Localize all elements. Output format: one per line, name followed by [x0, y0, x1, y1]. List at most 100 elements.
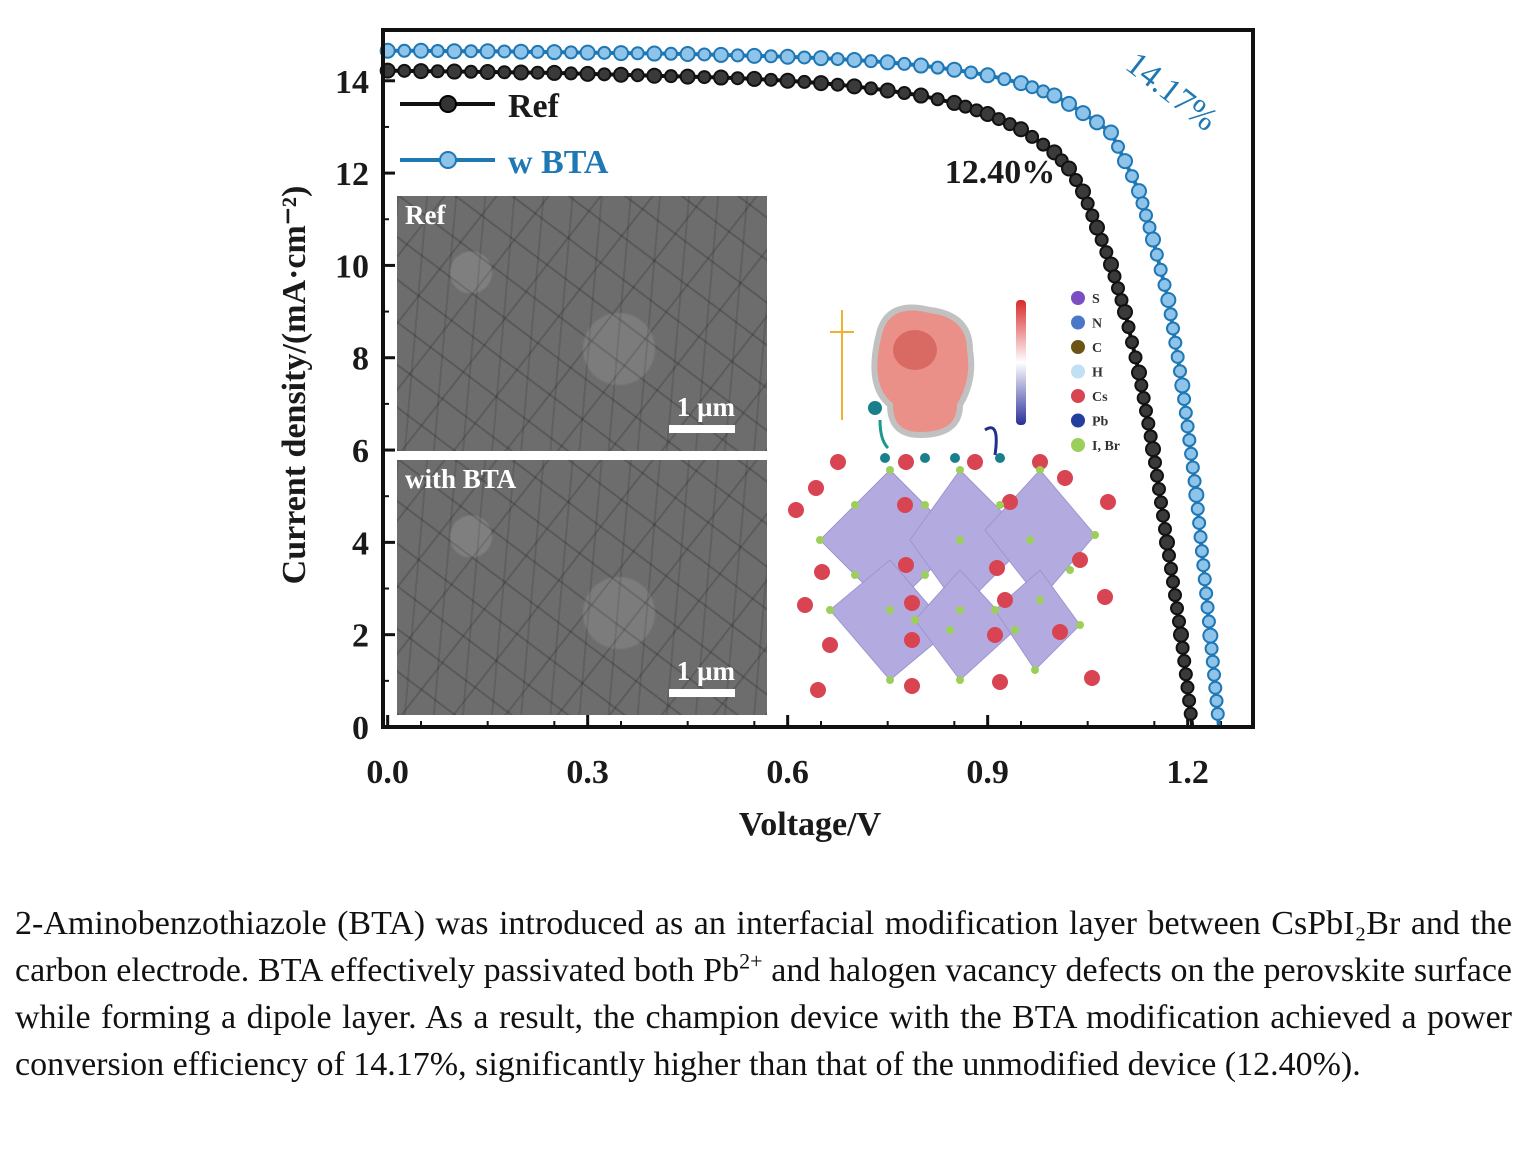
- curve-marker: [1204, 641, 1219, 656]
- y-tick-label: 6: [352, 433, 369, 470]
- cs-atom: [1100, 494, 1116, 510]
- atom-legend-label: Cs: [1092, 390, 1108, 405]
- data-point: [779, 72, 796, 89]
- data-point: [646, 67, 663, 84]
- halide-atom: [911, 616, 919, 624]
- data-point: [1089, 114, 1105, 131]
- y-tick-label: 10: [335, 248, 369, 285]
- sem-image-ref: Ref 1 µm: [397, 196, 767, 451]
- cs-atom: [808, 480, 824, 496]
- curve-marker: [1177, 392, 1192, 407]
- curve-marker: [1107, 269, 1122, 284]
- halide-atom: [1076, 621, 1084, 629]
- data-point: [779, 48, 796, 65]
- curve-marker: [797, 74, 812, 89]
- atom-legend-label: N: [1092, 317, 1102, 332]
- curve-marker: [1178, 405, 1193, 420]
- data-point: [713, 46, 729, 63]
- caption-text-2: and halogen vacancy defects on the perov…: [15, 952, 1512, 1083]
- cs-atom: [997, 592, 1013, 608]
- curve-marker: [564, 66, 578, 81]
- curve-marker: [1148, 455, 1162, 470]
- atom-legend-label: H: [1092, 366, 1103, 381]
- sem-label-bta: with BTA: [405, 464, 517, 494]
- data-point: [1061, 95, 1077, 112]
- halide-atom: [956, 466, 964, 474]
- data-point: [746, 70, 763, 87]
- halide-atom: [921, 571, 929, 579]
- atom-legend-swatch: [1071, 389, 1085, 403]
- caption-text-1: 2-Aminobenzothiazole (BTA) was introduce…: [15, 905, 1512, 989]
- curve-marker: [1164, 561, 1178, 576]
- curve-marker: [597, 45, 612, 60]
- halide-atom: [1026, 536, 1034, 544]
- y-tick-label: 14: [335, 64, 369, 101]
- data-point: [1061, 160, 1077, 177]
- curve-marker: [1200, 600, 1215, 615]
- curve-marker: [497, 65, 512, 80]
- data-point: [513, 64, 529, 81]
- atom-legend-swatch: [1071, 340, 1085, 354]
- curve-marker: [530, 65, 545, 80]
- data-point: [1117, 304, 1133, 321]
- atom-legend-swatch: [1071, 413, 1085, 428]
- sem-label-ref: Ref: [405, 200, 446, 230]
- curve-marker: [1180, 419, 1195, 434]
- data-point: [1131, 183, 1147, 200]
- halide-atom: [991, 606, 999, 614]
- curve-marker: [1184, 446, 1199, 461]
- halide-atom: [886, 676, 894, 684]
- curve-marker: [697, 70, 712, 85]
- atom-legend-swatch: [1071, 315, 1085, 330]
- cs-atom: [989, 560, 1005, 576]
- curve-marker: [497, 44, 512, 59]
- curve-marker: [1183, 706, 1198, 721]
- potential-colorbar: [1016, 300, 1026, 425]
- curve-marker: [1170, 349, 1185, 364]
- data-point: [679, 46, 696, 63]
- halide-atom: [1036, 466, 1044, 474]
- legend-label-ref: Ref: [508, 88, 560, 125]
- curve-marker: [991, 112, 1006, 127]
- data-point: [1174, 377, 1191, 394]
- curve-marker: [1136, 391, 1151, 406]
- curve-marker: [1182, 433, 1197, 448]
- data-point: [1013, 121, 1029, 138]
- cs-atom: [898, 557, 914, 573]
- curve-marker: [1036, 137, 1051, 152]
- data-point: [1202, 627, 1219, 644]
- atom-legend-swatch: [1071, 291, 1085, 305]
- curve-marker: [1166, 574, 1180, 589]
- x-tick-label: 0.6: [766, 754, 809, 791]
- data-point: [879, 82, 896, 99]
- data-point: [1160, 292, 1177, 309]
- curve-marker: [1208, 680, 1223, 695]
- curve-marker: [864, 81, 878, 96]
- y-tick-label: 12: [335, 156, 369, 193]
- cs-atom: [1002, 494, 1018, 510]
- curve-marker: [830, 77, 845, 92]
- halide-atom: [921, 501, 929, 509]
- curve-marker: [764, 72, 778, 87]
- caption-superscript: 2+: [739, 948, 763, 974]
- data-point: [1145, 231, 1161, 248]
- halide-atom: [956, 676, 964, 684]
- curve-marker: [1143, 429, 1158, 444]
- curve-marker: [1069, 173, 1083, 188]
- data-point: [713, 69, 729, 86]
- x-tick-label: 0.0: [366, 754, 409, 791]
- halide-atom: [851, 501, 859, 509]
- data-point: [1103, 124, 1119, 141]
- data-point: [613, 45, 629, 62]
- y-tick-label: 2: [352, 618, 369, 655]
- curve-marker: [897, 56, 912, 71]
- figure-caption: 2-Aminobenzothiazole (BTA) was introduce…: [15, 900, 1512, 1088]
- atom-legend-swatch: [1071, 364, 1085, 379]
- data-point: [413, 63, 429, 80]
- data-point: [1188, 486, 1205, 503]
- halide-atom: [1066, 566, 1074, 574]
- cs-atom: [898, 454, 914, 470]
- curve-marker: [1168, 335, 1183, 350]
- curve-marker: [630, 46, 645, 61]
- data-point: [946, 61, 963, 78]
